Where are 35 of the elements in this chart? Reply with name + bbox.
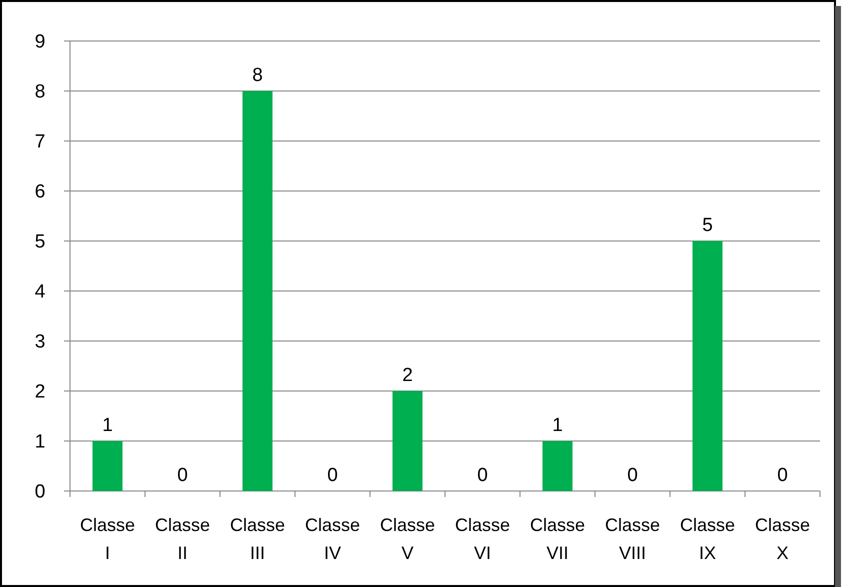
data-label: 0 — [627, 465, 638, 486]
data-label: 1 — [552, 415, 563, 436]
x-tick-label: Classe III — [230, 515, 286, 563]
x-tick-label: Classe VII — [530, 515, 586, 563]
bar — [92, 441, 122, 491]
data-label: 0 — [777, 465, 788, 486]
x-tick-label: Classe I — [80, 515, 136, 563]
y-tick-label: 5 — [34, 232, 46, 253]
y-tick-label: 0 — [34, 482, 46, 503]
data-label: 0 — [177, 465, 188, 486]
x-tick-label: Classe II — [154, 515, 210, 563]
data-label: 0 — [477, 465, 488, 486]
y-tick-label: 8 — [34, 82, 46, 103]
y-tick-label: 4 — [34, 282, 46, 303]
y-tick-label: 7 — [34, 132, 46, 153]
x-tick-label: Classe VIII — [604, 515, 660, 563]
data-label: 5 — [702, 215, 713, 236]
data-label: 1 — [102, 415, 113, 436]
data-label: 8 — [252, 65, 263, 86]
y-tick-label: 9 — [34, 32, 46, 53]
y-tick-label: 1 — [34, 432, 46, 453]
bar — [392, 391, 422, 491]
bar — [542, 441, 572, 491]
data-label: 2 — [402, 365, 413, 386]
x-tick-label: Classe X — [754, 515, 810, 563]
x-tick-label: Classe IX — [680, 515, 736, 563]
data-label: 0 — [327, 465, 338, 486]
x-tick-label: Classe V — [380, 515, 436, 563]
x-tick-label: Classe IV — [304, 515, 360, 563]
y-tick-label: 3 — [34, 332, 46, 353]
x-tick-label: Classe VI — [454, 515, 510, 563]
y-tick-label: 6 — [34, 182, 46, 203]
bar — [242, 91, 272, 491]
y-tick-label: 2 — [34, 382, 46, 403]
bar — [692, 241, 722, 491]
